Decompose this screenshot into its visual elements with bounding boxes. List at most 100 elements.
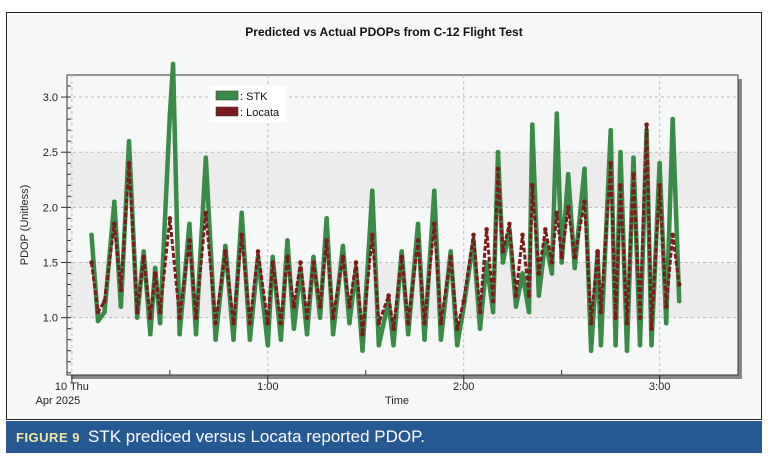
x-tick-label: 1:00 (257, 381, 278, 393)
stk-point (624, 348, 630, 354)
locata-point (369, 232, 375, 238)
stk-point (549, 271, 555, 276)
legend-swatch (215, 90, 239, 101)
stk-point (141, 249, 147, 254)
stk-point (526, 309, 532, 315)
locata-point (147, 315, 153, 320)
stk-point (223, 243, 228, 249)
stk-point (391, 342, 396, 348)
stk-point (676, 298, 682, 304)
stk-point (270, 254, 276, 260)
stk-point (170, 61, 176, 67)
locata-point (347, 304, 352, 309)
locata-point (536, 271, 542, 276)
stk-point (637, 342, 643, 348)
locata-point (157, 309, 163, 315)
stk-point (347, 320, 352, 326)
pdop-chart: 1.0 1.5 2.0 2.5 3.0 10 Thu Apr 2025 1:00 2:00 3:0… (19, 61, 742, 407)
stk-point (89, 232, 94, 238)
stk-point (291, 326, 297, 331)
stk-point (102, 309, 107, 315)
locata-series (89, 122, 682, 337)
stk-point (422, 337, 427, 343)
locata-point (317, 304, 323, 309)
figure-label: FIGURE 9 (16, 430, 80, 445)
stk-point (112, 199, 117, 205)
locata-point (247, 320, 253, 326)
locata-point (399, 254, 404, 260)
legend-swatch (215, 106, 239, 117)
locata-point (565, 205, 571, 210)
locata-point (141, 254, 147, 260)
chart-title: Predicted vs Actual PDOPs from C-12 Flig… (245, 25, 523, 39)
caption-text: STK prediced versus Locata reported PDOP… (87, 427, 425, 446)
stk-point (520, 271, 525, 276)
locata-point (118, 287, 124, 293)
stk-point (285, 238, 290, 243)
locata-point (95, 309, 101, 315)
locata-point (391, 326, 396, 331)
locata-point (270, 260, 276, 265)
legend-label: : STK (240, 91, 268, 103)
stk-point (415, 221, 421, 227)
stk-point (399, 249, 404, 254)
grid-band (68, 152, 737, 208)
stk-point (670, 116, 675, 122)
locata-point (618, 182, 623, 188)
stk-point (278, 337, 284, 343)
stk-point (360, 348, 365, 354)
locata-point (649, 326, 654, 331)
locata-point (608, 160, 613, 166)
stk-point (490, 309, 496, 315)
locata-point (340, 254, 346, 260)
stk-point (477, 326, 483, 331)
stk-point (193, 331, 199, 337)
stk-point (118, 304, 124, 309)
stk-point (559, 260, 564, 265)
stk-point (618, 149, 623, 155)
locata-point (405, 320, 411, 326)
locata-point (265, 320, 271, 326)
locata-point (448, 254, 453, 260)
locata-point (223, 249, 228, 254)
locata-point (513, 293, 519, 298)
y-tick-label: 1.0 (43, 313, 58, 325)
locata-point (484, 227, 489, 232)
locata-point (422, 320, 427, 326)
stk-point (448, 249, 453, 254)
y-axis-label: PDOP (Unitless) (19, 185, 31, 265)
locata-trace (90, 123, 681, 336)
locata-point (324, 238, 329, 243)
stk-point (265, 342, 271, 348)
locata-point (595, 249, 600, 254)
y-tick-label: 1.5 (43, 258, 58, 270)
locata-point (177, 315, 182, 320)
stk-point (608, 127, 613, 133)
locata-point (657, 182, 662, 188)
stk-point (239, 210, 244, 216)
stk-point (554, 111, 560, 116)
locata-point (285, 254, 290, 260)
locata-point (304, 315, 310, 320)
stk-point (657, 160, 662, 166)
x-axis-label: Time (385, 395, 409, 407)
locata-point (559, 254, 564, 260)
stk-point (203, 155, 209, 161)
stk-point (369, 188, 375, 194)
stk-point (631, 155, 636, 161)
locata-point (239, 232, 244, 238)
stk-point (663, 320, 669, 326)
locata-point (89, 260, 94, 265)
locata-point (454, 326, 460, 331)
locata-point (134, 309, 140, 315)
stk-point (187, 221, 192, 227)
locata-point (507, 221, 512, 227)
y-tick-label: 2.0 (43, 202, 58, 214)
stk-point (147, 331, 153, 337)
stk-point (157, 320, 163, 326)
stk-point (649, 342, 654, 348)
locata-point (572, 254, 578, 260)
stk-point (529, 122, 535, 127)
stk-point (598, 342, 604, 348)
stk-point (588, 348, 594, 354)
